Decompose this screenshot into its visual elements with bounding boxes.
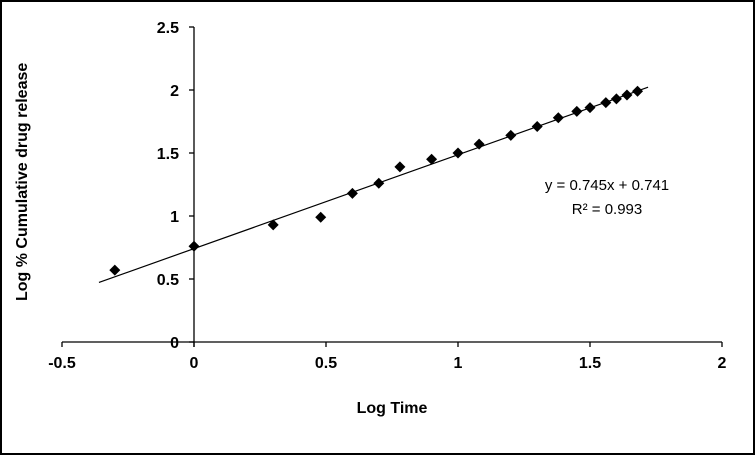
data-point-marker: [571, 105, 583, 117]
y-axis-title: Log % Cumulative drug release: [14, 62, 31, 302]
data-point-marker: [373, 177, 385, 189]
data-point-marker: [426, 153, 438, 165]
x-axis-title: Log Time: [356, 400, 428, 417]
y-tick-label: 1: [170, 209, 179, 226]
trendline-annotation: y = 0.745x + 0.741 R² = 0.993: [502, 174, 712, 222]
data-point-marker: [552, 112, 564, 124]
data-point-marker: [584, 102, 596, 114]
y-tick-label: 2.5: [157, 20, 179, 37]
data-point-marker: [188, 240, 200, 252]
trendline-equation-text: y = 0.745x + 0.741: [544, 177, 670, 194]
x-tick-label: 1: [454, 355, 463, 372]
x-tick-label: 0: [190, 355, 199, 372]
data-point-marker: [315, 211, 327, 223]
data-point-marker: [267, 219, 279, 231]
y-tick-label: 0.5: [157, 272, 179, 289]
data-point-marker: [473, 138, 485, 150]
data-point-marker: [621, 89, 633, 101]
data-point-marker: [452, 147, 464, 159]
data-point-marker: [109, 264, 121, 276]
data-point-marker: [632, 85, 644, 97]
x-tick-label: 0.5: [315, 355, 337, 372]
data-point-marker: [600, 97, 612, 109]
y-tick-label: 1.5: [157, 146, 179, 163]
y-tick-label: 2: [170, 83, 179, 100]
data-point-marker: [394, 161, 406, 173]
data-point-marker: [610, 93, 622, 105]
data-point-marker: [531, 121, 543, 133]
data-point-marker: [505, 129, 517, 141]
x-tick-label: 1.5: [579, 355, 601, 372]
y-tick-label: 0: [170, 335, 179, 352]
r-squared-text: R² = 0.993: [571, 201, 643, 218]
x-tick-label: 2: [718, 355, 727, 372]
data-point-marker: [346, 187, 358, 199]
x-tick-label: -0.5: [48, 355, 76, 372]
